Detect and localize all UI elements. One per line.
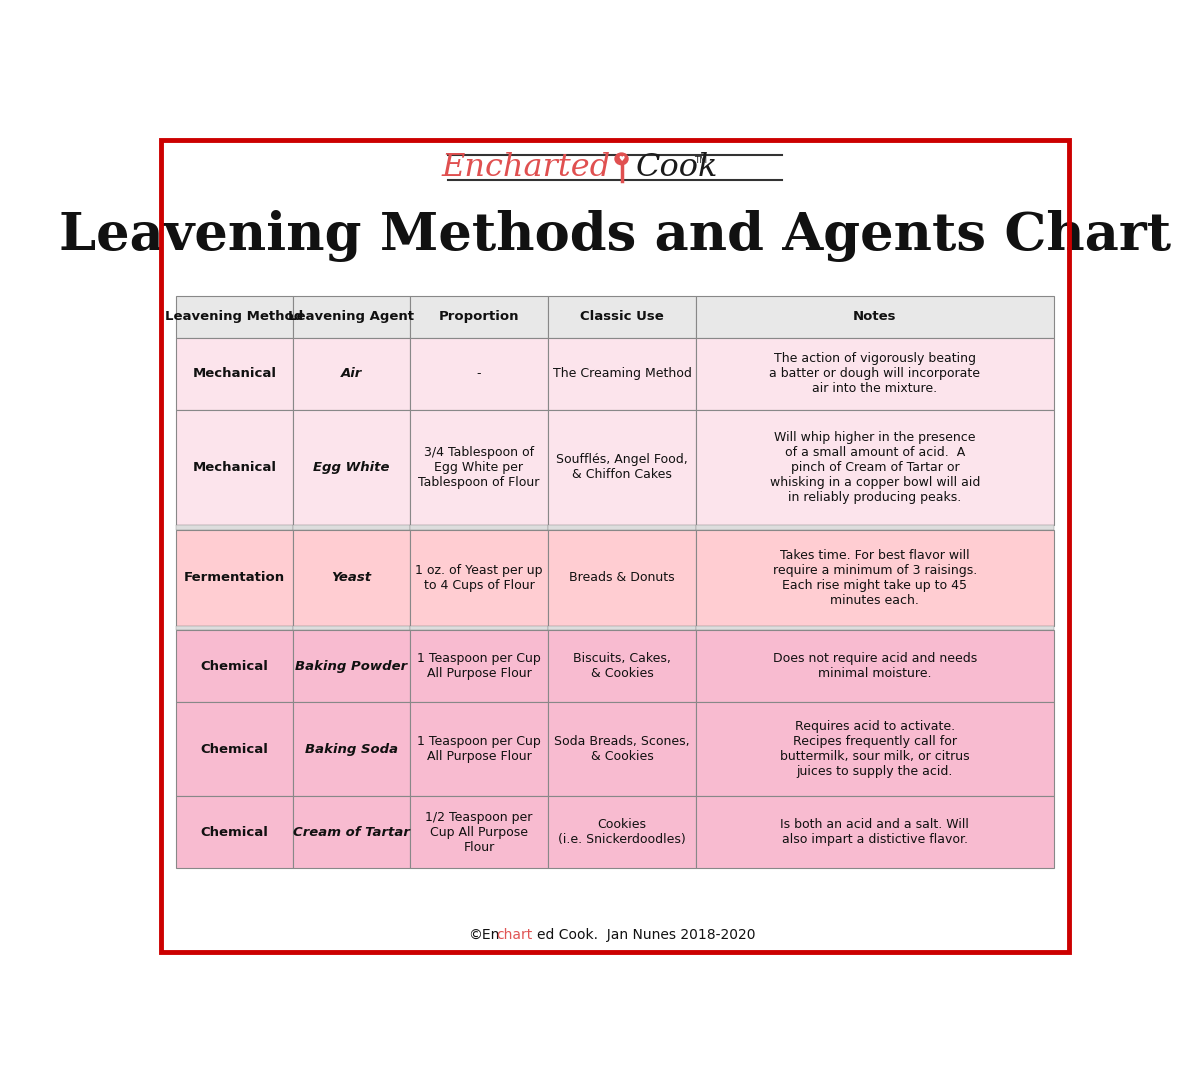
Text: Will whip higher in the presence
of a small amount of acid.  A
pinch of Cream of: Will whip higher in the presence of a sm… — [769, 431, 980, 504]
Bar — [293, 702, 409, 797]
Bar — [548, 410, 696, 525]
Bar — [409, 702, 548, 797]
Bar — [548, 296, 696, 337]
Bar — [548, 630, 696, 702]
Bar — [293, 630, 409, 702]
Text: Cook: Cook — [636, 151, 718, 183]
Bar — [548, 530, 696, 626]
Text: 1/2 Teaspoon per
Cup All Purpose
Flour: 1/2 Teaspoon per Cup All Purpose Flour — [425, 811, 533, 854]
Text: 1 Teaspoon per Cup
All Purpose Flour: 1 Teaspoon per Cup All Purpose Flour — [418, 735, 541, 763]
Bar — [548, 626, 696, 630]
Text: 3/4 Tablespoon of
Egg White per
Tablespoon of Flour: 3/4 Tablespoon of Egg White per Tablespo… — [419, 445, 540, 489]
Text: Encharted: Encharted — [442, 151, 611, 183]
Bar — [176, 296, 293, 337]
Text: The action of vigorously beating
a batter or dough will incorporate
air into the: The action of vigorously beating a batte… — [769, 352, 980, 395]
Text: Leavening Methods and Agents Chart: Leavening Methods and Agents Chart — [59, 211, 1171, 263]
Text: 1 Teaspoon per Cup
All Purpose Flour: 1 Teaspoon per Cup All Purpose Flour — [418, 652, 541, 680]
Text: Chemical: Chemical — [200, 659, 269, 672]
Text: ©Encharted Cook.  Jan Nunes 2018-2020: ©Encharted Cook. Jan Nunes 2018-2020 — [472, 927, 758, 942]
Bar — [176, 797, 293, 868]
Bar — [696, 530, 1054, 626]
Bar — [409, 797, 548, 868]
Text: Chemical: Chemical — [200, 743, 269, 756]
Text: Mechanical: Mechanical — [192, 368, 276, 381]
Text: Biscuits, Cakes,
& Cookies: Biscuits, Cakes, & Cookies — [574, 652, 671, 680]
Text: Classic Use: Classic Use — [580, 310, 664, 323]
Bar — [293, 525, 409, 530]
Text: Breads & Donuts: Breads & Donuts — [569, 571, 674, 584]
Bar — [696, 626, 1054, 630]
Bar — [409, 337, 548, 410]
Text: Soda Breads, Scones,
& Cookies: Soda Breads, Scones, & Cookies — [554, 735, 690, 763]
Bar — [696, 702, 1054, 797]
Bar — [293, 797, 409, 868]
Text: Leavening Agent: Leavening Agent — [288, 310, 414, 323]
Bar — [176, 626, 293, 630]
Text: Baking Soda: Baking Soda — [305, 743, 397, 756]
Text: ©En: ©En — [468, 927, 499, 942]
Text: ed Cook.  Jan Nunes 2018-2020: ed Cook. Jan Nunes 2018-2020 — [536, 927, 755, 942]
Bar — [409, 530, 548, 626]
Text: Proportion: Proportion — [439, 310, 520, 323]
Text: Air: Air — [341, 368, 362, 381]
Text: Yeast: Yeast — [331, 571, 371, 584]
Text: Is both an acid and a salt. Will
also impart a distictive flavor.: Is both an acid and a salt. Will also im… — [780, 818, 970, 846]
Bar — [409, 626, 548, 630]
Bar — [696, 337, 1054, 410]
Bar — [176, 630, 293, 702]
Text: Chemical: Chemical — [200, 826, 269, 839]
Text: Cookies
(i.e. Snickerdoodles): Cookies (i.e. Snickerdoodles) — [558, 818, 686, 846]
Bar — [176, 702, 293, 797]
Text: Mechanical: Mechanical — [192, 461, 276, 473]
Bar — [696, 525, 1054, 530]
Text: Soufflés, Angel Food,
& Chiffon Cakes: Soufflés, Angel Food, & Chiffon Cakes — [556, 453, 688, 481]
Text: Cream of Tartar: Cream of Tartar — [293, 826, 409, 839]
Bar — [176, 525, 293, 530]
Text: The Creaming Method: The Creaming Method — [552, 368, 691, 381]
Text: Leavening Method: Leavening Method — [166, 310, 304, 323]
Text: Requires acid to activate.
Recipes frequently call for
buttermilk, sour milk, or: Requires acid to activate. Recipes frequ… — [780, 720, 970, 778]
Bar — [176, 337, 293, 410]
Text: Egg White: Egg White — [313, 461, 390, 473]
Bar — [176, 530, 293, 626]
Bar — [409, 296, 548, 337]
Bar — [696, 410, 1054, 525]
Text: Notes: Notes — [853, 310, 896, 323]
Text: Baking Powder: Baking Powder — [295, 659, 407, 672]
Bar — [293, 337, 409, 410]
Bar — [409, 525, 548, 530]
Bar — [696, 630, 1054, 702]
Text: Does not require acid and needs
minimal moisture.: Does not require acid and needs minimal … — [773, 652, 977, 680]
Text: Takes time. For best flavor will
require a minimum of 3 raisings.
Each rise migh: Takes time. For best flavor will require… — [773, 549, 977, 606]
Bar — [409, 630, 548, 702]
Text: chart: chart — [497, 927, 533, 942]
Bar — [548, 797, 696, 868]
Circle shape — [616, 154, 628, 164]
Text: 1 oz. of Yeast per up
to 4 Cups of Flour: 1 oz. of Yeast per up to 4 Cups of Flour — [415, 563, 542, 591]
Bar — [696, 296, 1054, 337]
Bar — [293, 296, 409, 337]
Bar — [548, 525, 696, 530]
Text: Fermentation: Fermentation — [184, 571, 284, 584]
Text: ♥: ♥ — [618, 156, 625, 162]
Text: TM: TM — [694, 156, 707, 165]
Bar — [548, 702, 696, 797]
Bar — [293, 530, 409, 626]
Text: -: - — [476, 368, 481, 381]
Bar — [548, 337, 696, 410]
Bar — [409, 410, 548, 525]
Bar — [293, 410, 409, 525]
Bar — [696, 797, 1054, 868]
Bar — [176, 410, 293, 525]
Bar — [293, 626, 409, 630]
